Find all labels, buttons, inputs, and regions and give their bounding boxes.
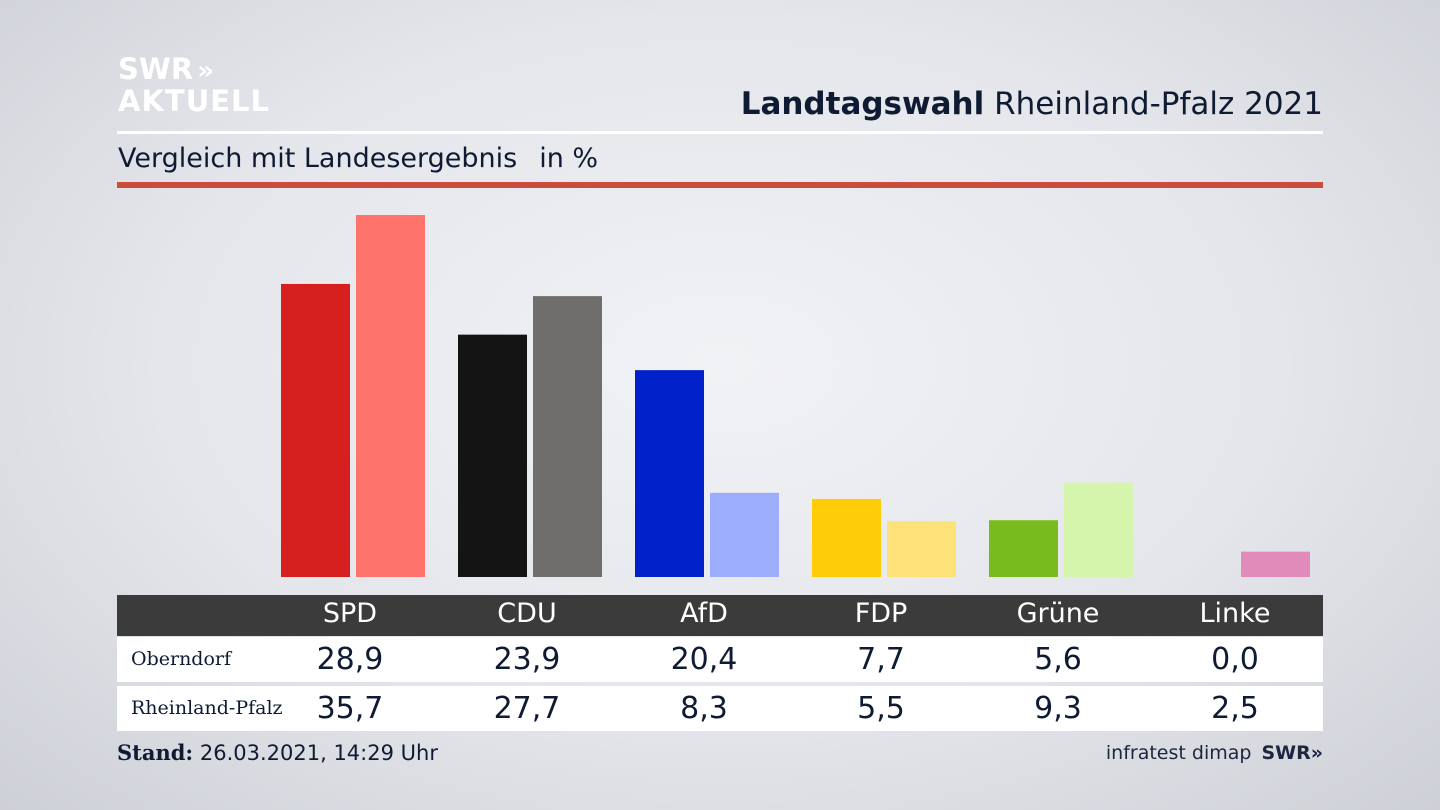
cell-value: 0,0 bbox=[1211, 642, 1259, 677]
title-bold: Landtagswahl bbox=[740, 86, 985, 122]
bar-afd-local bbox=[635, 370, 704, 577]
cell-value: 8,3 bbox=[680, 691, 728, 726]
cell-value: 27,7 bbox=[493, 691, 561, 726]
source-credit: infratest dimap SWR» bbox=[1106, 742, 1323, 764]
swr-aktuell-logo: SWR» AKTUELL bbox=[118, 54, 270, 116]
header-fdp: FDP bbox=[854, 598, 908, 629]
bar-afd-state bbox=[710, 492, 779, 577]
bar-linke-state bbox=[1241, 551, 1310, 577]
cell-value: 9,3 bbox=[1034, 691, 1082, 726]
row-label-rheinland-pfalz: Rheinland-Pfalz bbox=[131, 697, 283, 719]
header-cdu: CDU bbox=[497, 598, 557, 629]
swr-brand: SWR» bbox=[1261, 742, 1323, 764]
subtitle-text: Vergleich mit Landesergebnis bbox=[118, 143, 518, 174]
row-label-oberndorf: Oberndorf bbox=[131, 648, 232, 670]
subtitle-unit: in % bbox=[539, 143, 599, 174]
header-gruene: Grüne bbox=[1016, 598, 1100, 629]
bar-cdu-local bbox=[458, 334, 527, 577]
bar-grne-state bbox=[1064, 482, 1133, 577]
cell-value: 23,9 bbox=[493, 642, 561, 677]
table-row: Rheinland-Pfalz 35,7 27,7 8,3 5,5 9,3 2,… bbox=[117, 686, 1323, 731]
timestamp: Stand: 26.03.2021, 14:29 Uhr bbox=[117, 740, 438, 765]
bar-cdu-state bbox=[533, 296, 602, 577]
cell-value: 5,5 bbox=[857, 691, 905, 726]
bar-spd-state bbox=[356, 215, 425, 577]
cell-value: 5,6 bbox=[1034, 642, 1082, 677]
swr-chevrons-icon: » bbox=[1310, 742, 1323, 764]
logo-line2: AKTUELL bbox=[118, 84, 271, 118]
source-text: infratest dimap bbox=[1105, 742, 1252, 764]
header-divider bbox=[117, 131, 1323, 134]
table-row: Oberndorf 28,9 23,9 20,4 7,7 5,6 0,0 bbox=[117, 637, 1323, 682]
accent-divider bbox=[117, 182, 1323, 188]
bar-fdp-local bbox=[812, 498, 881, 577]
cell-value: 7,7 bbox=[857, 642, 905, 677]
title-rest: Rheinland-Pfalz 2021 bbox=[984, 86, 1323, 122]
header-linke: Linke bbox=[1199, 598, 1271, 629]
page-title: Landtagswahl Rheinland-Pfalz 2021 bbox=[741, 86, 1323, 122]
chart-subtitle: Vergleich mit Landesergebnis in % bbox=[118, 143, 598, 174]
cell-value: 2,5 bbox=[1211, 691, 1259, 726]
table-header: SPD CDU AfD FDP Grüne Linke bbox=[117, 595, 1323, 636]
cell-value: 28,9 bbox=[316, 642, 384, 677]
cell-value: 20,4 bbox=[670, 642, 738, 677]
cell-value: 35,7 bbox=[316, 691, 384, 726]
stand-label: Stand: bbox=[117, 740, 194, 765]
bar-spd-local bbox=[281, 283, 350, 577]
header-spd: SPD bbox=[322, 598, 378, 629]
stand-value: 26.03.2021, 14:29 Uhr bbox=[193, 741, 438, 765]
results-table: SPD CDU AfD FDP Grüne Linke Oberndorf 28… bbox=[117, 595, 1323, 731]
bar-fdp-state bbox=[887, 521, 956, 577]
bar-grne-local bbox=[989, 520, 1058, 577]
swr-brand-text: SWR bbox=[1261, 742, 1311, 764]
header-afd: AfD bbox=[680, 598, 728, 629]
logo-line1: SWR bbox=[118, 52, 194, 86]
